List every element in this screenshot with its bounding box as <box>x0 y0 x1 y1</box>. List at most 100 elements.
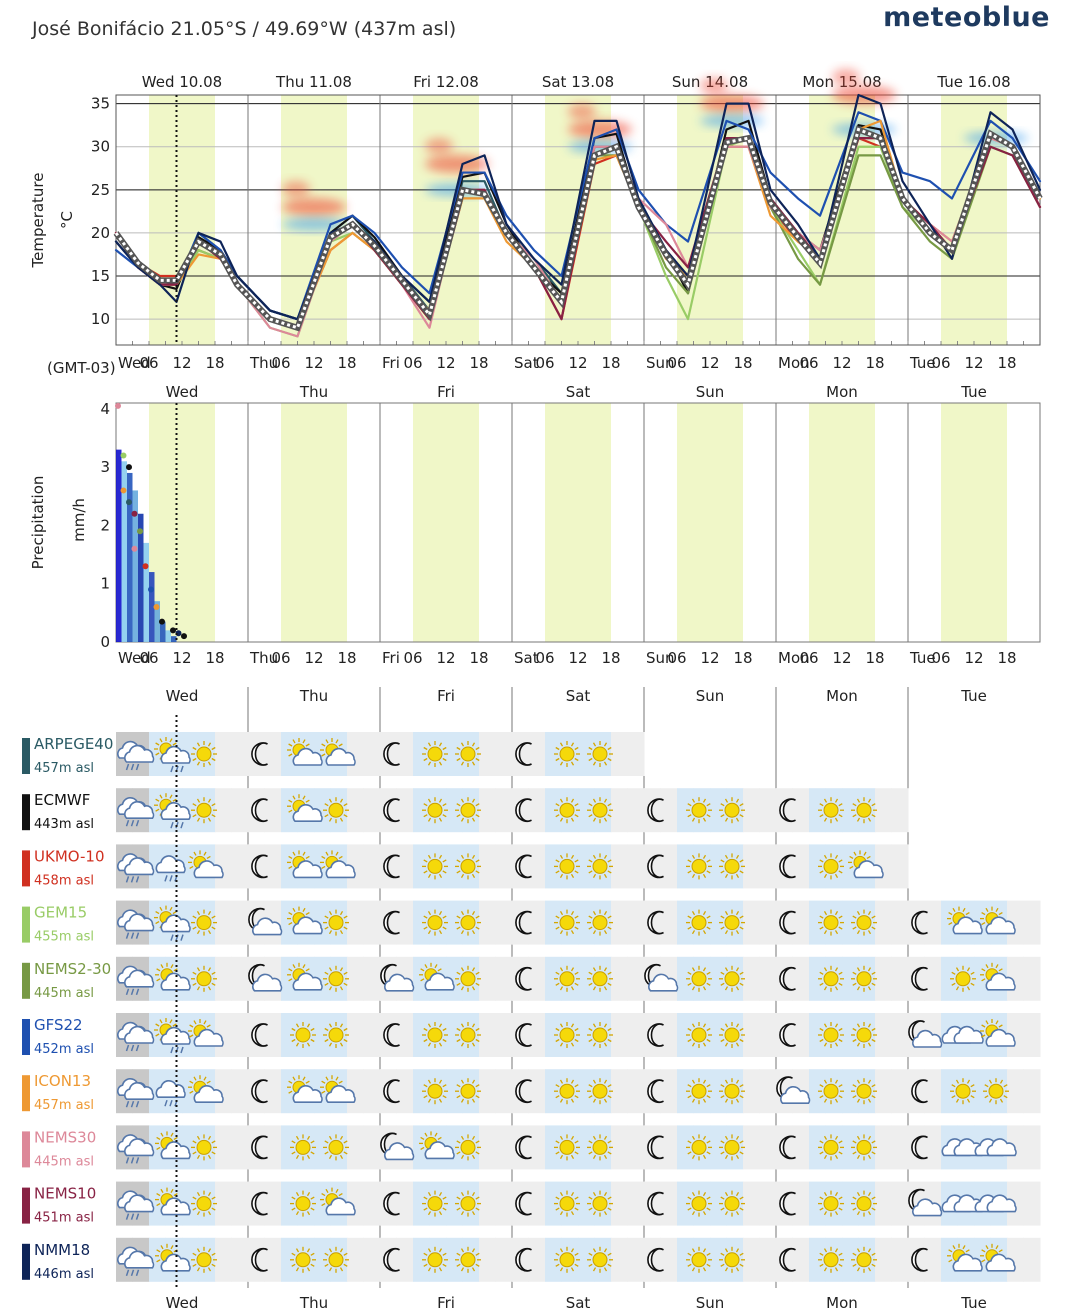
sun-ray <box>343 1027 348 1032</box>
moon-shape <box>647 854 664 879</box>
sun-ray <box>189 1024 194 1028</box>
time-cell <box>413 732 430 776</box>
time-cell <box>875 900 892 945</box>
sun-ray <box>211 982 216 986</box>
day-header-label: Fri <box>437 383 455 401</box>
sun-ray <box>724 1023 729 1028</box>
moon-icon <box>647 1191 664 1216</box>
time-cell <box>809 1013 826 1057</box>
precip-bar <box>149 572 155 642</box>
sun-ray <box>211 757 216 762</box>
ensemble-mean-dash <box>114 127 1042 330</box>
mooncloud-icon <box>908 1020 943 1048</box>
time-cell <box>396 844 414 889</box>
time-cell <box>380 1013 397 1057</box>
sun-ray <box>211 971 216 975</box>
time-cell <box>347 900 364 945</box>
sun-ray <box>288 809 293 813</box>
sun-ray <box>302 795 306 800</box>
time-cell <box>924 1069 942 1114</box>
hour-tick-label: 18 <box>601 649 620 667</box>
hour-tick-label: 06 <box>139 649 158 667</box>
time-cell <box>281 1125 298 1170</box>
hour-tick-label: 12 <box>832 649 851 667</box>
sun-ray <box>706 1207 711 1211</box>
sun-ray <box>211 803 216 807</box>
sun-ray <box>998 968 1003 972</box>
time-cell <box>215 732 232 776</box>
time-cell <box>545 1125 562 1170</box>
sun-ray <box>207 911 212 916</box>
moon-shape <box>647 1248 664 1272</box>
sun-ray <box>834 1267 839 1272</box>
sun-ray <box>603 1042 608 1047</box>
sun-ray <box>328 911 333 916</box>
hour-tick-label: 12 <box>568 649 587 667</box>
sun-ray <box>607 1095 612 1099</box>
sun-ray <box>819 915 824 919</box>
sun-ray <box>852 803 857 807</box>
time-cell <box>941 900 958 945</box>
time-cell <box>578 900 595 945</box>
time-cell <box>479 732 496 776</box>
time-cell <box>809 956 826 1001</box>
sun-ray <box>724 854 729 859</box>
sun-ray <box>475 1084 480 1088</box>
time-cell <box>627 1013 645 1057</box>
sun-ray <box>460 1079 465 1084</box>
time-cell <box>776 1125 793 1170</box>
sun-icon <box>587 741 613 767</box>
sun-ray <box>720 1140 725 1144</box>
cloud-shape <box>193 1028 224 1047</box>
sun-ray <box>420 978 425 982</box>
sun-ray <box>574 1095 579 1099</box>
sun-icon <box>554 1246 580 1273</box>
sun-ray <box>852 1196 857 1200</box>
time-cell <box>149 1237 166 1282</box>
sun-ray <box>207 798 212 803</box>
sun-ray <box>739 1027 744 1032</box>
time-cell <box>677 1013 694 1057</box>
sun-ray <box>211 1151 216 1155</box>
sun-ray <box>475 971 480 975</box>
sun-ray <box>856 1098 861 1103</box>
sun-ray <box>603 742 608 747</box>
sun-icon <box>818 1078 844 1105</box>
time-cell <box>363 732 381 776</box>
time-cell <box>578 788 595 833</box>
sun-ray <box>856 911 861 916</box>
time-cell <box>215 1125 232 1170</box>
sun-ray <box>687 870 692 874</box>
sun-ray <box>706 971 711 975</box>
sun-ray <box>555 1027 560 1032</box>
sun-ray <box>720 1027 725 1032</box>
hour-tick-label: 12 <box>964 649 983 667</box>
suncloud-icon <box>980 962 1016 991</box>
sun-ray <box>838 1095 843 1099</box>
sun-ray <box>687 803 692 807</box>
time-cell <box>908 1069 925 1114</box>
time-cell <box>891 1013 909 1057</box>
moon-icon <box>911 910 928 935</box>
time-cell <box>264 844 282 889</box>
precip-bar <box>132 490 138 642</box>
sun-ray <box>159 738 163 743</box>
sun-icon <box>554 1022 580 1048</box>
rain-drop <box>180 765 184 773</box>
sun-ray <box>192 757 197 762</box>
sun-ray <box>288 743 293 747</box>
cloud-shape <box>780 1085 811 1104</box>
sun-ray <box>588 971 593 975</box>
rain-drop <box>135 819 140 827</box>
sun-ray <box>555 915 560 919</box>
sun-ray <box>852 926 857 930</box>
sun-ray <box>607 803 612 807</box>
sun-disc <box>427 858 443 874</box>
time-cell <box>842 956 859 1001</box>
time-cell <box>413 788 430 833</box>
sun-ray <box>819 1263 824 1267</box>
sun-ray <box>172 742 177 746</box>
sun-ray <box>720 1151 725 1155</box>
meteoblue-logo[interactable]: meteoblue <box>883 2 1050 33</box>
